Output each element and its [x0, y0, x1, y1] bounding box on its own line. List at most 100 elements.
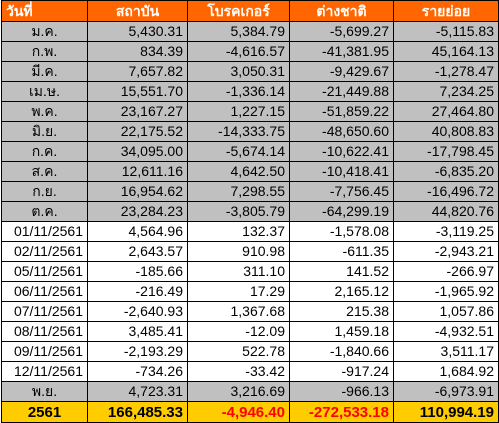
table-row: พ.ย. 4,723.31 3,216.69 -966.13 -6,973.91 [1, 381, 499, 402]
broker-value-cell: -12.09 [187, 321, 290, 342]
foreign-value-cell: -10,418.41 [289, 161, 394, 182]
retail-value-cell: 44,820.76 [393, 201, 499, 222]
row-date-cell: 06/11/2561 [1, 281, 88, 302]
foreign-value-cell: -9,429.67 [289, 61, 394, 82]
retail-value-cell: -266.97 [393, 261, 499, 282]
institution-value-cell: 3,485.41 [87, 321, 188, 342]
retail-value-cell: 40,808.83 [393, 121, 499, 142]
institution-value-cell: 5,430.31 [87, 21, 188, 42]
table-row: ก.ย. 16,954.62 7,298.55 -7,756.45 -16,496.72 [1, 181, 499, 202]
institution-value-cell: -734.26 [87, 361, 188, 382]
institution-value-cell: 34,095.00 [87, 141, 188, 162]
retail-value-cell: -6,973.91 [393, 381, 499, 402]
table-row: 09/11/2561 -2,193.29 522.78 -1,840.66 3,511.… [1, 341, 499, 362]
table-row: 06/11/2561 -216.49 17.29 2,165.12 -1,965.92 [1, 281, 499, 302]
table-row: มิ.ย. 22,175.52 -14,333.75 -48,650.60 40,808… [1, 121, 499, 142]
broker-value-cell: -33.42 [187, 361, 290, 382]
institution-value-cell: -2,640.93 [87, 301, 188, 322]
row-date-cell: 08/11/2561 [1, 321, 88, 342]
row-date-cell: พ.ย. [1, 381, 88, 402]
foreign-value-cell: -51,859.22 [289, 101, 394, 122]
institution-value-cell: 23,167.27 [87, 101, 188, 122]
institution-value-cell: -185.66 [87, 261, 188, 282]
broker-value-cell: 7,298.55 [187, 181, 290, 202]
institution-value-cell: -2,193.29 [87, 341, 188, 362]
row-date-cell: 12/11/2561 [1, 361, 88, 382]
institution-value-cell: 7,657.82 [87, 61, 188, 82]
retail-value-cell: -5,115.83 [393, 21, 499, 42]
row-date-cell: 09/11/2561 [1, 341, 88, 362]
foreign-value-cell: -64,299.19 [289, 201, 394, 222]
table-row: เม.ษ. 15,551.70 -1,336.14 -21,449.88 7,234.2… [1, 81, 499, 102]
row-date-cell: มิ.ย. [1, 121, 88, 142]
institution-value-cell: 12,611.16 [87, 161, 188, 182]
retail-value-cell: -16,496.72 [393, 181, 499, 202]
institution-value-cell: 2,643.57 [87, 241, 188, 262]
retail-value-cell: -1,965.92 [393, 281, 499, 302]
table-row: ก.พ. 834.39 -4,616.57 -41,381.95 45,164.13 [1, 41, 499, 62]
institution-value-cell: -216.49 [87, 281, 188, 302]
row-date-cell: เม.ษ. [1, 81, 88, 102]
retail-value-cell: -1,278.47 [393, 61, 499, 82]
foreign-value-cell: 2,165.12 [289, 281, 394, 302]
table-row: ต.ค. 23,284.23 -3,805.79 -64,299.19 44,820.7… [1, 201, 499, 222]
institution-value-cell: 4,564.96 [87, 221, 188, 242]
table-row: 02/11/2561 2,643.57 910.98 -611.35 -2,943.21 [1, 241, 499, 262]
row-date-cell: มี.ค. [1, 61, 88, 82]
header-broker: โบรคเกอร์ [187, 0, 290, 22]
header-row: วันที่ สถาบัน โบรคเกอร์ ต่างชาติ รายย่อย [1, 0, 499, 22]
row-date-cell: ส.ค. [1, 161, 88, 182]
header-institution: สถาบัน [87, 0, 188, 22]
table-row: 07/11/2561 -2,640.93 1,367.68 215.38 1,057.8… [1, 301, 499, 322]
broker-value-cell: 132.37 [187, 221, 290, 242]
table-row: 01/11/2561 4,564.96 132.37 -1,578.08 -3,119.… [1, 221, 499, 242]
foreign-value-cell: -7,756.45 [289, 181, 394, 202]
total-institution-cell: 166,485.33 [87, 401, 188, 423]
broker-value-cell: 5,384.79 [187, 21, 290, 42]
institution-value-cell: 23,284.23 [87, 201, 188, 222]
retail-value-cell: 1,057.86 [393, 301, 499, 322]
retail-value-cell: -17,798.45 [393, 141, 499, 162]
table-row: ส.ค. 12,611.16 4,642.50 -10,418.41 -6,835.20 [1, 161, 499, 182]
foreign-value-cell: -917.24 [289, 361, 394, 382]
table-row: 08/11/2561 3,485.41 -12.09 1,459.18 -4,932.5… [1, 321, 499, 342]
broker-value-cell: 522.78 [187, 341, 290, 362]
foreign-value-cell: -10,622.41 [289, 141, 394, 162]
broker-value-cell: 1,367.68 [187, 301, 290, 322]
total-retail-cell: 110,994.19 [393, 401, 499, 423]
broker-value-cell: 1,227.15 [187, 101, 290, 122]
foreign-value-cell: 141.52 [289, 261, 394, 282]
retail-value-cell: 1,684.92 [393, 361, 499, 382]
row-date-cell: 07/11/2561 [1, 301, 88, 322]
broker-value-cell: 3,216.69 [187, 381, 290, 402]
row-date-cell: พ.ค. [1, 101, 88, 122]
row-date-cell: ก.พ. [1, 41, 88, 62]
foreign-value-cell: -1,578.08 [289, 221, 394, 242]
foreign-value-cell: -966.13 [289, 381, 394, 402]
broker-value-cell: -14,333.75 [187, 121, 290, 142]
total-broker-cell: -4,946.40 [187, 401, 290, 423]
foreign-value-cell: -48,650.60 [289, 121, 394, 142]
header-foreign: ต่างชาติ [289, 0, 394, 22]
retail-value-cell: -2,943.21 [393, 241, 499, 262]
retail-value-cell: 27,464.80 [393, 101, 499, 122]
foreign-value-cell: -611.35 [289, 241, 394, 262]
broker-value-cell: -4,616.57 [187, 41, 290, 62]
total-foreign-cell: -272,533.18 [289, 401, 394, 423]
institution-value-cell: 22,175.52 [87, 121, 188, 142]
broker-value-cell: 311.10 [187, 261, 290, 282]
header-retail: รายย่อย [393, 0, 499, 22]
row-date-cell: ต.ค. [1, 201, 88, 222]
institution-value-cell: 15,551.70 [87, 81, 188, 102]
broker-value-cell: -3,805.79 [187, 201, 290, 222]
row-date-cell: ก.ค. [1, 141, 88, 162]
retail-value-cell: -4,932.51 [393, 321, 499, 342]
broker-value-cell: -5,674.14 [187, 141, 290, 162]
retail-value-cell: 45,164.13 [393, 41, 499, 62]
foreign-value-cell: -5,699.27 [289, 21, 394, 42]
row-date-cell: 01/11/2561 [1, 221, 88, 242]
retail-value-cell: 7,234.25 [393, 81, 499, 102]
table-row: ก.ค. 34,095.00 -5,674.14 -10,622.41 -17,798.… [1, 141, 499, 162]
total-row: 2561 166,485.33 -4,946.40 -272,533.18 110,99… [1, 401, 499, 423]
